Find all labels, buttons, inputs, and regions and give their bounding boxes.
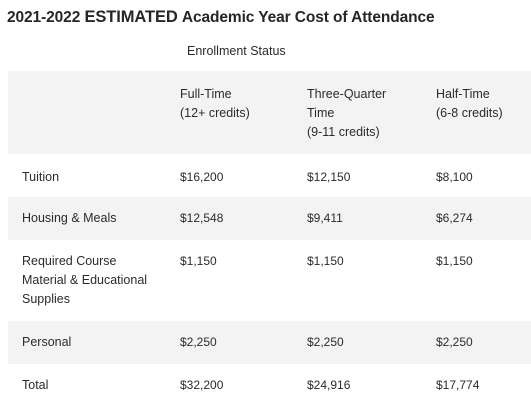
cell-half-time: $17,774 [436, 378, 480, 392]
cell-half-time: $2,250 [436, 335, 473, 349]
table-row-personal: Personal $2,250 $2,250 $2,250 [8, 321, 531, 364]
row-label: Required Course Material & Educational S… [8, 240, 180, 321]
row-label: Personal [22, 335, 72, 349]
row-label: Tuition [22, 170, 60, 184]
cell-three-quarter: $2,250 [307, 335, 344, 349]
cell-half-time: $1,150 [436, 254, 473, 268]
row-label-line: Required Course [22, 254, 117, 268]
enrollment-status-label: Enrollment Status [187, 44, 286, 58]
table-row-supplies: Required Course Material & Educational S… [8, 240, 531, 321]
table-row-housing: Housing & Meals $12,548 $9,411 $6,274 [8, 197, 531, 240]
column-header-line: (12+ credits) [180, 106, 250, 120]
column-header-line: Full-Time [180, 87, 232, 101]
table-header-row: Full-Time (12+ credits) Three-Quarter Ti… [8, 71, 531, 154]
table-row-total: Total $32,200 $24,916 $17,774 [8, 364, 531, 407]
column-header-line: Three-Quarter [307, 87, 387, 101]
title-year: 2021-2022 [7, 9, 81, 26]
cell-three-quarter: $1,150 [307, 254, 344, 268]
row-label: Total [22, 378, 49, 392]
cell-three-quarter: $9,411 [307, 211, 343, 225]
cell-full-time: $1,150 [180, 254, 217, 268]
cell-three-quarter: $12,150 [307, 170, 351, 184]
column-header-line: (9-11 credits) [307, 125, 380, 139]
title-estimated: ESTIMATED [84, 8, 178, 26]
page-title: 2021-2022 ESTIMATED Academic Year Cost o… [7, 8, 435, 27]
table-row-tuition: Tuition $16,200 $12,150 $8,100 [8, 154, 531, 197]
cell-full-time: $16,200 [180, 170, 224, 184]
row-label-line: Material & Educational [22, 273, 148, 287]
column-header-three-quarter: Three-Quarter Time (9-11 credits) [307, 71, 436, 154]
cell-three-quarter: $24,916 [307, 378, 351, 392]
cell-full-time: $12,548 [180, 211, 224, 225]
row-label-line: Supplies [22, 292, 70, 306]
column-header-line: Time [307, 106, 335, 120]
row-label: Housing & Meals [22, 211, 117, 225]
column-header-full-time: Full-Time (12+ credits) [180, 71, 307, 154]
cell-full-time: $2,250 [180, 335, 217, 349]
column-header-half-time: Half-Time (6-8 credits) [436, 71, 531, 154]
header-empty-cell [8, 71, 180, 154]
cell-half-time: $6,274 [436, 211, 473, 225]
cell-half-time: $8,100 [436, 170, 473, 184]
cell-full-time: $32,200 [180, 378, 224, 392]
title-text: Academic Year Cost of Attendance [181, 9, 435, 26]
column-header-line: Half-Time [436, 87, 490, 101]
column-header-line: (6-8 credits) [436, 106, 503, 120]
cost-table: Full-Time (12+ credits) Three-Quarter Ti… [8, 71, 531, 407]
